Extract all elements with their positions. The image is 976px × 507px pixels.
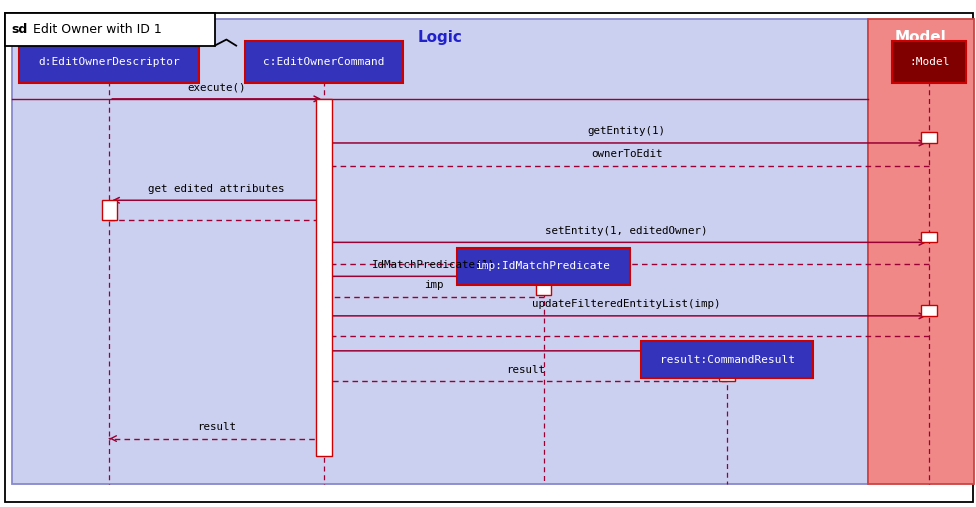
FancyBboxPatch shape bbox=[457, 247, 630, 284]
FancyBboxPatch shape bbox=[892, 41, 966, 83]
Text: result: result bbox=[507, 365, 545, 375]
Text: execute(): execute() bbox=[187, 82, 246, 92]
Text: setEntity(1, editedOwner): setEntity(1, editedOwner) bbox=[546, 226, 708, 236]
FancyBboxPatch shape bbox=[921, 305, 937, 316]
Text: ownerToEdit: ownerToEdit bbox=[590, 149, 663, 159]
Text: getEntity(1): getEntity(1) bbox=[588, 126, 666, 136]
Text: imp: imp bbox=[425, 280, 443, 290]
FancyBboxPatch shape bbox=[921, 132, 937, 143]
Text: c:EditOwnerCommand: c:EditOwnerCommand bbox=[264, 57, 385, 67]
Text: get edited attributes: get edited attributes bbox=[148, 184, 285, 194]
Text: :Model: :Model bbox=[909, 57, 950, 67]
Text: result: result bbox=[197, 422, 236, 432]
FancyBboxPatch shape bbox=[12, 19, 868, 484]
Text: sd: sd bbox=[12, 23, 28, 36]
Text: Model: Model bbox=[895, 30, 947, 45]
Text: d:EditOwnerDescriptor: d:EditOwnerDescriptor bbox=[38, 57, 181, 67]
FancyBboxPatch shape bbox=[868, 19, 974, 484]
FancyBboxPatch shape bbox=[641, 342, 813, 378]
FancyBboxPatch shape bbox=[5, 13, 215, 46]
Text: Logic: Logic bbox=[418, 30, 462, 45]
Text: result:CommandResult: result:CommandResult bbox=[660, 355, 794, 365]
FancyBboxPatch shape bbox=[245, 41, 403, 83]
Text: Edit Owner with ID 1: Edit Owner with ID 1 bbox=[29, 23, 162, 36]
FancyBboxPatch shape bbox=[316, 99, 332, 456]
FancyBboxPatch shape bbox=[5, 13, 973, 502]
Text: imp:IdMatchPredicate: imp:IdMatchPredicate bbox=[476, 261, 611, 271]
FancyBboxPatch shape bbox=[20, 41, 199, 83]
FancyBboxPatch shape bbox=[536, 276, 551, 295]
Text: updateFilteredEntityList(imp): updateFilteredEntityList(imp) bbox=[532, 299, 721, 309]
FancyBboxPatch shape bbox=[921, 232, 937, 242]
Text: IdMatchPredicate(1): IdMatchPredicate(1) bbox=[372, 260, 496, 270]
FancyBboxPatch shape bbox=[102, 200, 117, 220]
FancyBboxPatch shape bbox=[719, 351, 735, 381]
